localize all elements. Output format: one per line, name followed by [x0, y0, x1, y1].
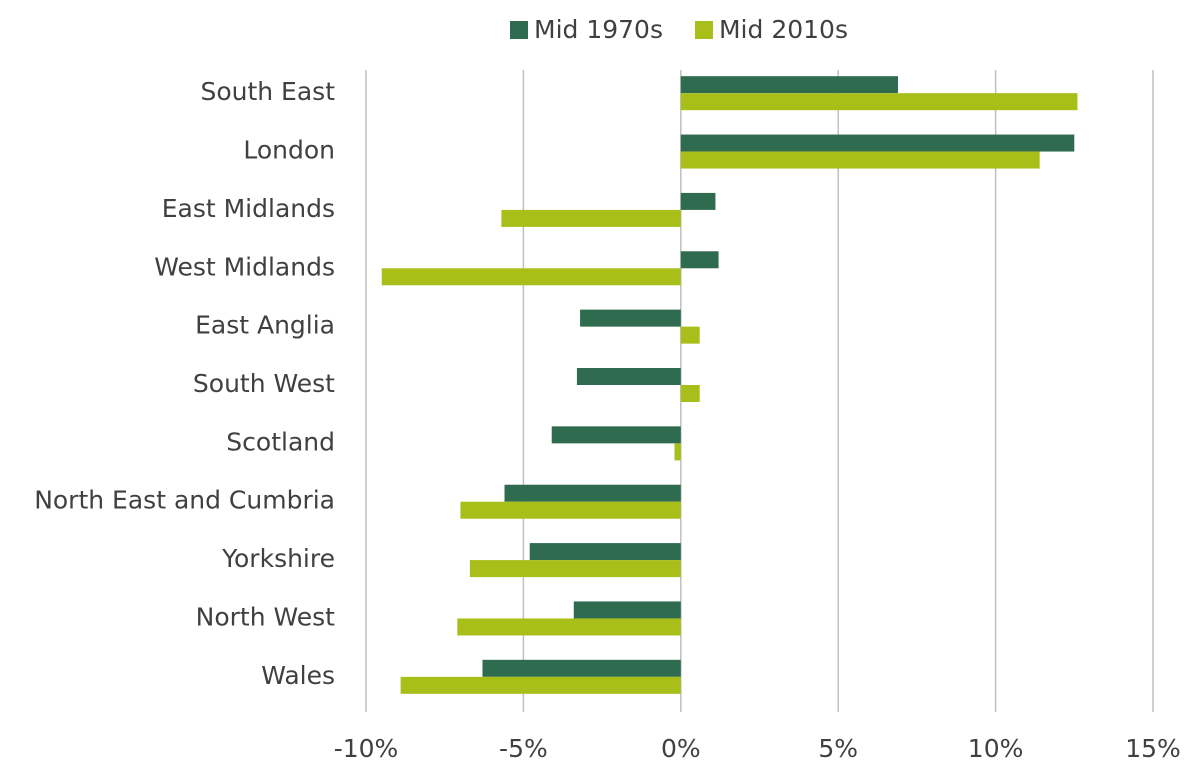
bar	[680, 93, 1078, 111]
bar	[457, 618, 681, 636]
bar	[576, 368, 681, 385]
x-tick-label: 0%	[661, 734, 701, 763]
legend-label: Mid 2010s	[719, 15, 848, 44]
y-tick-label: Wales	[261, 661, 335, 690]
y-tick-label: West Midlands	[154, 252, 335, 281]
x-tick-label: 15%	[1125, 734, 1181, 763]
y-tick-label: London	[243, 136, 335, 165]
bar	[680, 192, 716, 210]
x-tick-label: -10%	[334, 734, 399, 763]
bar	[469, 560, 681, 578]
bar	[482, 659, 681, 677]
x-tick-label: 10%	[968, 734, 1024, 763]
bar	[680, 76, 899, 94]
y-tick-label: East Midlands	[162, 194, 335, 223]
y-tick-label: East Anglia	[195, 311, 335, 340]
x-tick-label: -5%	[499, 734, 548, 763]
bar	[674, 443, 681, 461]
bar	[680, 134, 1075, 152]
bar	[381, 268, 681, 286]
bar	[680, 251, 719, 269]
bar	[680, 326, 700, 344]
legend-swatch	[694, 21, 713, 39]
legend-label: Mid 1970s	[534, 15, 663, 44]
bar	[460, 501, 681, 519]
y-tick-label: South West	[193, 369, 335, 398]
bar	[504, 484, 681, 502]
bar	[573, 601, 681, 619]
bar	[501, 209, 681, 227]
y-tick-label: North West	[196, 602, 336, 631]
bar	[529, 543, 681, 561]
y-tick-label: Yorkshire	[221, 544, 335, 573]
bar	[551, 426, 681, 444]
y-tick-label: North East and Cumbria	[34, 486, 335, 515]
y-tick-label: Scotland	[226, 427, 335, 456]
legend-swatch	[510, 21, 528, 39]
bar	[580, 309, 681, 327]
bar	[680, 151, 1040, 169]
bar	[400, 676, 681, 694]
bar	[680, 385, 700, 402]
x-tick-label: 5%	[818, 734, 858, 763]
y-tick-label: South East	[200, 77, 335, 106]
